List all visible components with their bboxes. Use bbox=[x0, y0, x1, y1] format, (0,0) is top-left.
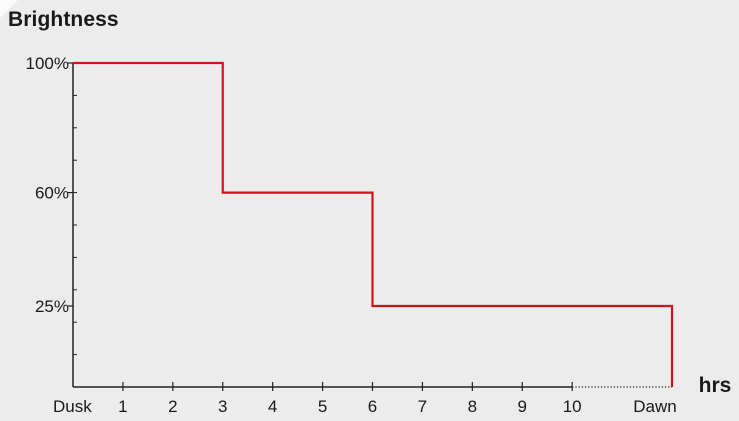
series-layer bbox=[73, 61, 674, 387]
chart-title: Brightness bbox=[8, 8, 119, 31]
x-tick-label: 10 bbox=[563, 397, 582, 416]
x-axis-label: hrs bbox=[699, 374, 732, 397]
x-tick-label: 4 bbox=[268, 397, 277, 416]
y-tick-label: 25% bbox=[35, 297, 69, 316]
x-tick-label: 6 bbox=[368, 397, 377, 416]
x-tick-label: 7 bbox=[418, 397, 427, 416]
x-tick-label: 1 bbox=[118, 397, 127, 416]
brightness-series-line bbox=[73, 61, 674, 387]
x-tick-label: Dusk bbox=[53, 397, 92, 416]
x-tick-label: 8 bbox=[468, 397, 477, 416]
y-tick-label: 100% bbox=[26, 54, 69, 73]
axes bbox=[68, 62, 672, 391]
x-tick-label: Dawn bbox=[633, 397, 676, 416]
y-tick-label: 60% bbox=[35, 184, 69, 203]
x-tick-label: 2 bbox=[168, 397, 177, 416]
corner-fold bbox=[0, 0, 18, 18]
tick-labels: 25% 60% 100% Dusk 1 2 3 4 5 6 7 8 9 10 Dawn hrs bbox=[26, 54, 732, 416]
x-tick-label: 9 bbox=[518, 397, 527, 416]
x-tick-label: 3 bbox=[218, 397, 227, 416]
x-tick-label: 5 bbox=[318, 397, 327, 416]
